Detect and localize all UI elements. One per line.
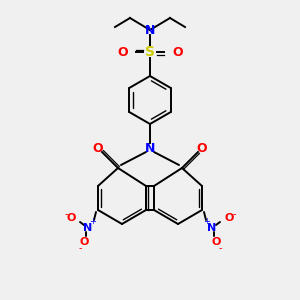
Text: -: - <box>78 243 82 253</box>
Text: +: + <box>90 218 96 226</box>
Text: O: O <box>117 46 128 59</box>
Text: O: O <box>197 142 207 154</box>
Text: O: O <box>224 213 234 223</box>
Text: N: N <box>145 142 155 154</box>
Text: O: O <box>211 237 221 247</box>
Text: N: N <box>83 223 93 233</box>
Text: O: O <box>79 237 89 247</box>
Text: -: - <box>218 243 222 253</box>
Text: S: S <box>145 45 155 59</box>
Text: O: O <box>66 213 76 223</box>
Text: -: - <box>232 209 236 219</box>
Text: N: N <box>207 223 217 233</box>
Text: O: O <box>172 46 183 59</box>
Text: O: O <box>93 142 103 154</box>
Text: -: - <box>64 209 68 219</box>
Text: N: N <box>145 23 155 37</box>
Text: +: + <box>204 218 210 226</box>
